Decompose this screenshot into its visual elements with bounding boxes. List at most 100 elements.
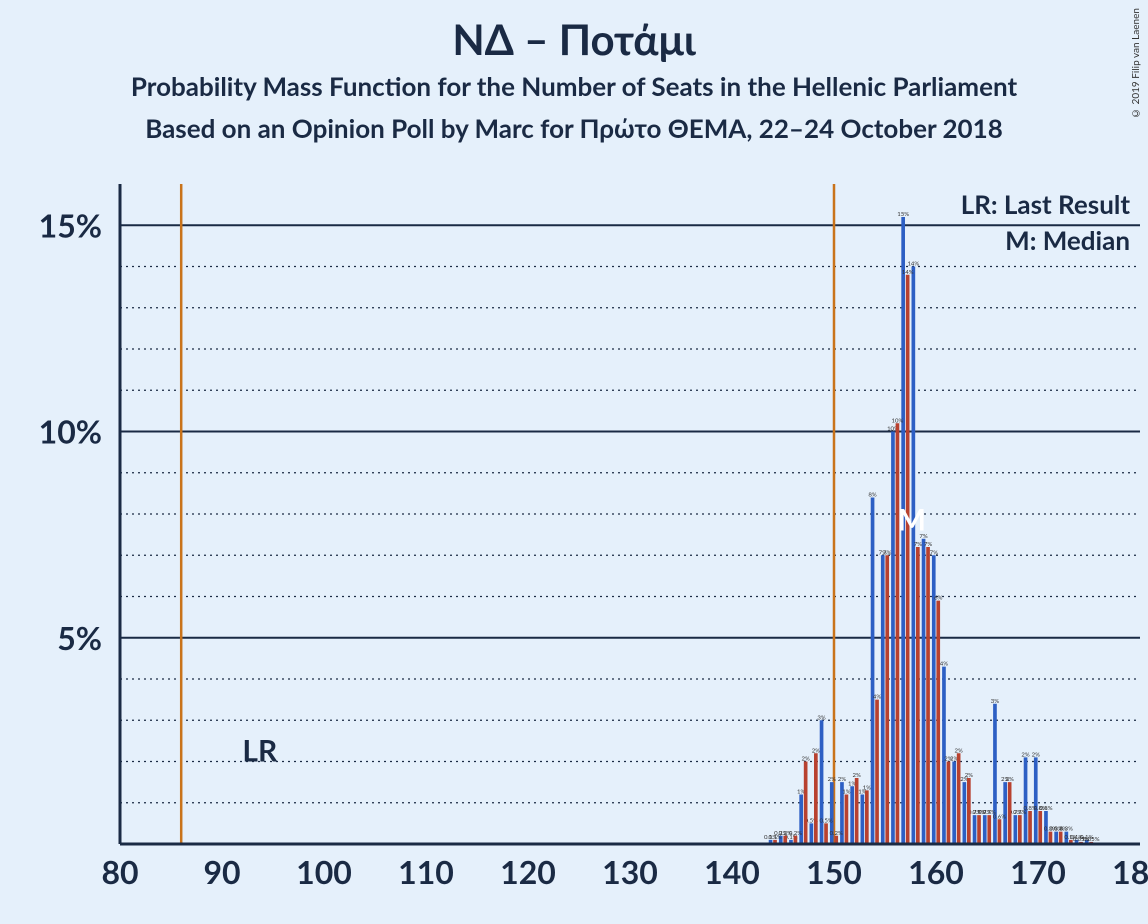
x-tick-label: 100 — [296, 852, 352, 891]
y-tick-label: 15% — [39, 205, 102, 244]
bar-blue — [1024, 757, 1028, 844]
x-tick-label: 180 — [1112, 852, 1148, 891]
bar-red — [896, 423, 900, 844]
bar-red — [977, 815, 981, 844]
main-title: ΝΔ – Ποτάμι — [0, 14, 1148, 64]
bar-label: 4% — [873, 694, 881, 701]
legend-m: M: Median — [1005, 224, 1130, 256]
y-tick-label: 10% — [39, 412, 102, 451]
bar-red — [957, 753, 961, 844]
bar-blue — [993, 704, 997, 844]
x-tick-label: 140 — [704, 852, 760, 891]
x-tick-label: 120 — [500, 852, 556, 891]
lr-marker: LR — [242, 733, 278, 769]
x-tick-label: 170 — [1010, 852, 1066, 891]
bar-red — [936, 601, 940, 844]
bar-blue — [973, 815, 977, 844]
bar-blue — [850, 786, 854, 844]
bar-label: 14% — [907, 261, 919, 268]
bar-blue — [891, 432, 895, 845]
bar-label: 2% — [1005, 776, 1013, 783]
bar-label: 14% — [902, 269, 914, 276]
bar-label: 4% — [940, 661, 948, 668]
bar-label: 0.2% — [789, 830, 802, 837]
bar-blue — [820, 720, 824, 844]
bar-blue — [983, 815, 987, 844]
bar-red — [824, 823, 828, 844]
bar-label: 1% — [842, 789, 850, 796]
bar-label: 6% — [934, 595, 942, 602]
bar-label: 7% — [883, 549, 891, 556]
bar-red — [926, 547, 930, 844]
bar-blue — [871, 498, 875, 845]
bar-blue — [861, 795, 865, 845]
bar-label: 2% — [852, 772, 860, 779]
bar-red — [1028, 811, 1032, 844]
bar-red — [845, 795, 849, 845]
bar-red — [967, 778, 971, 844]
bar-blue — [881, 555, 885, 844]
x-tick-label: 130 — [602, 852, 658, 891]
bar-red — [1008, 782, 1012, 844]
bar-red — [987, 815, 991, 844]
bar-blue — [922, 539, 926, 844]
bar-label: 2% — [828, 776, 836, 783]
subtitle-2: Based on an Opinion Poll by Marc for Πρώ… — [0, 112, 1148, 144]
x-tick-label: 80 — [101, 852, 138, 891]
subtitle-1: Probability Mass Function for the Number… — [0, 70, 1148, 102]
bar-blue — [1014, 815, 1018, 844]
bar-red — [1059, 832, 1063, 844]
bar-red — [916, 547, 920, 844]
bar-blue — [963, 782, 967, 844]
bar-label: 2% — [838, 776, 846, 783]
bar-label: 1% — [863, 784, 871, 791]
bar-label: 2% — [801, 756, 809, 763]
bar-label: 15% — [897, 211, 909, 218]
bar-label: 3% — [817, 714, 825, 721]
bar-label: 10% — [892, 417, 904, 424]
bar-red — [1049, 832, 1053, 844]
bar-label: 0.5% — [819, 817, 832, 824]
chart-svg: 5%10%15%0.1%0.2%0.1%1%0.5%3%2%2%1%1%8%7%… — [0, 184, 1148, 924]
bar-red — [906, 275, 910, 844]
copyright-text: © 2019 Filip van Laenen — [1130, 8, 1142, 119]
bar-label: 0.6% — [993, 813, 1006, 820]
bar-red — [814, 753, 818, 844]
bar-label: 0.2% — [830, 830, 843, 837]
bar-label: 2% — [1032, 751, 1040, 758]
bar-blue — [912, 267, 916, 845]
bar-red — [885, 555, 889, 844]
bar-blue — [1034, 757, 1038, 844]
bar-label: 2% — [1021, 751, 1029, 758]
bar-red — [804, 762, 808, 845]
bar-label: 7% — [914, 541, 922, 548]
bar-blue — [1054, 832, 1058, 844]
bar-red — [875, 700, 879, 844]
bar-label: 3% — [991, 698, 999, 705]
y-tick-label: 5% — [57, 618, 102, 657]
bar-red — [1038, 811, 1042, 844]
bar-blue — [952, 762, 956, 845]
bar-red — [865, 790, 869, 844]
bar-label: 2% — [965, 772, 973, 779]
x-tick-label: 160 — [908, 852, 964, 891]
x-tick-label: 110 — [398, 852, 454, 891]
bar-label: 7% — [924, 541, 932, 548]
bar-red — [855, 778, 859, 844]
bar-red — [947, 762, 951, 845]
chart-area: 5%10%15%0.1%0.2%0.1%1%0.5%3%2%2%1%1%8%7%… — [0, 184, 1148, 924]
bar-label: 2% — [812, 747, 820, 754]
bar-label: 2% — [944, 756, 952, 763]
x-tick-label: 90 — [203, 852, 240, 891]
bar-label: 0.3% — [1054, 826, 1067, 833]
bar-blue — [810, 823, 814, 844]
legend-lr: LR: Last Result — [961, 188, 1131, 220]
m-marker: M — [898, 502, 926, 538]
bar-label: 2% — [954, 747, 962, 754]
bar-red — [998, 819, 1002, 844]
bar-label: 8% — [868, 492, 876, 499]
x-tick-label: 150 — [806, 852, 862, 891]
bar-label: 0.05% — [1083, 836, 1100, 843]
title-block: ΝΔ – Ποτάμι Probability Mass Function fo… — [0, 0, 1148, 144]
bar-label: 0.8% — [1034, 805, 1047, 812]
